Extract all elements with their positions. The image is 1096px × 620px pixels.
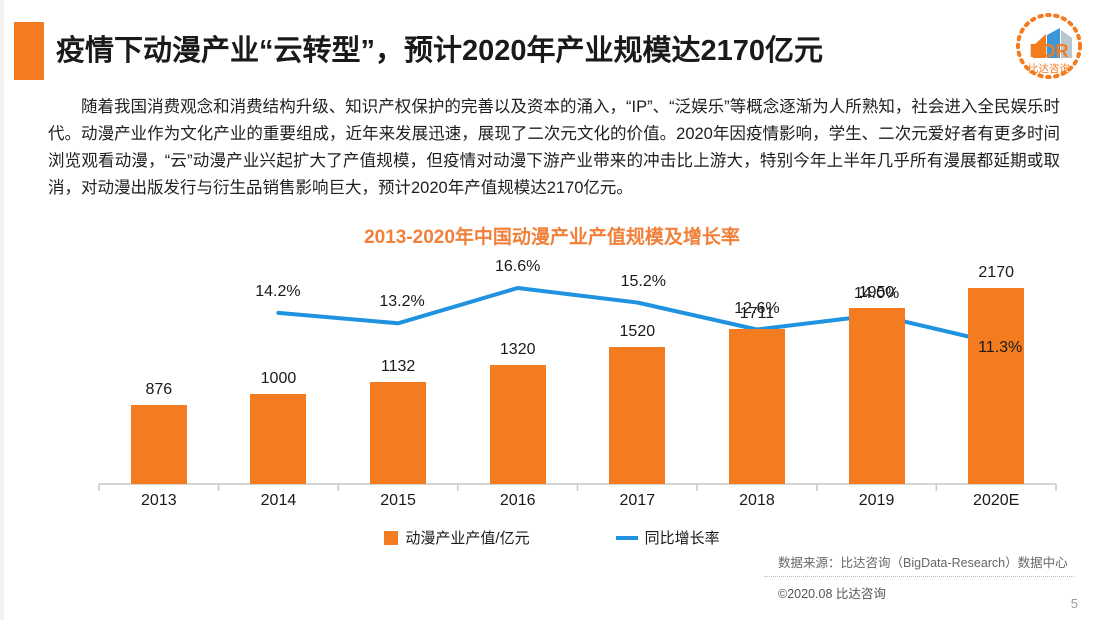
body-paragraph: 随着我国消费观念和消费结构升级、知识产权保护的完善以及资本的涌入，“IP”、“泛… xyxy=(48,98,1060,197)
copyright-text: ©2020.08 比达咨询 xyxy=(778,587,886,601)
logo-bars xyxy=(1033,28,1072,58)
bdr-logo: BDR 比达咨询 xyxy=(1006,8,1092,84)
slide-header: 疫情下动漫产业“云转型”，预计2020年产业规模达2170亿元 BDR 比达咨询 xyxy=(4,0,1096,86)
legend-line-swatch-icon xyxy=(615,535,638,540)
page-title: 疫情下动漫产业“云转型”，预计2020年产业规模达2170亿元 xyxy=(56,35,824,67)
chart-title: 2013-2020年中国动漫产业产值规模及增长率 xyxy=(364,227,740,248)
logo-text: BDR xyxy=(1030,41,1069,61)
page-number: 5 xyxy=(1070,596,1078,611)
chart-container: 2013-2020年中国动漫产业产值规模及增长率 xyxy=(4,222,1096,552)
title-accent-bar xyxy=(14,22,44,80)
footer-divider xyxy=(764,576,1074,577)
logo-dashed-arc xyxy=(1016,13,1082,79)
data-source-text: 数据来源：比达咨询（BigData-Research）数据中心 xyxy=(778,556,1068,570)
legend-bar-label: 动漫产业产值/亿元 xyxy=(405,530,530,547)
slide-footer: 数据来源：比达咨询（BigData-Research）数据中心 ©2020.08… xyxy=(764,552,1074,602)
legend-line-label: 同比增长率 xyxy=(644,530,720,547)
legend-bar-swatch-icon xyxy=(384,530,399,545)
logo-subtext: 比达咨询 xyxy=(1028,62,1070,75)
legend-item-bar: 动漫产业产值/亿元 xyxy=(384,527,530,548)
chart-legend: 动漫产业产值/亿元 同比增长率 xyxy=(4,527,1096,548)
legend-item-line: 同比增长率 xyxy=(615,527,720,548)
